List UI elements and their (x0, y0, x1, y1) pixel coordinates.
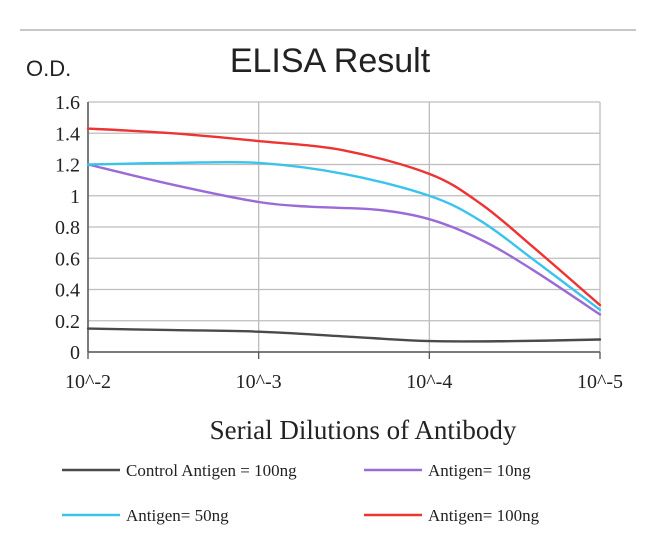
x-axis-label: Serial Dilutions of Antibody (210, 415, 517, 445)
legend-label: Antigen= 10ng (428, 461, 531, 480)
y-tick-label: 1.2 (55, 155, 80, 177)
y-tick-label: 1.4 (55, 123, 80, 145)
legend-item-antigen-10ng: Antigen= 10ng (364, 461, 531, 480)
series-line-antigen-10ng (86, 163, 602, 316)
legend-label: Antigen= 50ng (126, 506, 229, 525)
y-tick-label: 0.2 (55, 311, 80, 333)
legend-item-antigen-50ng: Antigen= 50ng (62, 506, 229, 525)
series-lines (86, 127, 602, 343)
x-tick-label: 10^-5 (577, 371, 623, 393)
x-tick-label: 10^-4 (406, 371, 452, 393)
y-tick-label: 0.6 (55, 248, 80, 270)
y-tick-label: 0 (70, 342, 80, 364)
legend: Control Antigen = 100ng Antigen= 10ng Anti… (62, 461, 540, 525)
y-tick-label: 1 (70, 186, 80, 208)
legend-label: Control Antigen = 100ng (126, 461, 297, 480)
legend-label: Antigen= 100ng (428, 506, 540, 525)
series-line-control-antigen-100ng (86, 327, 602, 343)
legend-item-control-antigen-100ng: Control Antigen = 100ng (62, 461, 297, 480)
legend-item-antigen-100ng: Antigen= 100ng (364, 506, 540, 525)
tick-labels: 0 0.2 0.4 0.6 0.8 1 1.2 1.4 1.6 10^-2 10^-3 10^-4 10… (55, 92, 623, 393)
series-line-antigen-50ng (86, 160, 602, 311)
y-tick-label: 0.4 (55, 280, 80, 302)
axes (87, 102, 601, 359)
y-axis-label: O.D. (26, 56, 71, 81)
x-tick-label: 10^-3 (236, 371, 282, 393)
chart-title: ELISA Result (230, 42, 431, 80)
grid (87, 101, 601, 353)
x-tick-label: 10^-2 (65, 371, 111, 393)
series-line-antigen-100ng (86, 127, 602, 307)
y-tick-label: 0.8 (55, 217, 80, 239)
y-tick-label: 1.6 (55, 92, 80, 114)
